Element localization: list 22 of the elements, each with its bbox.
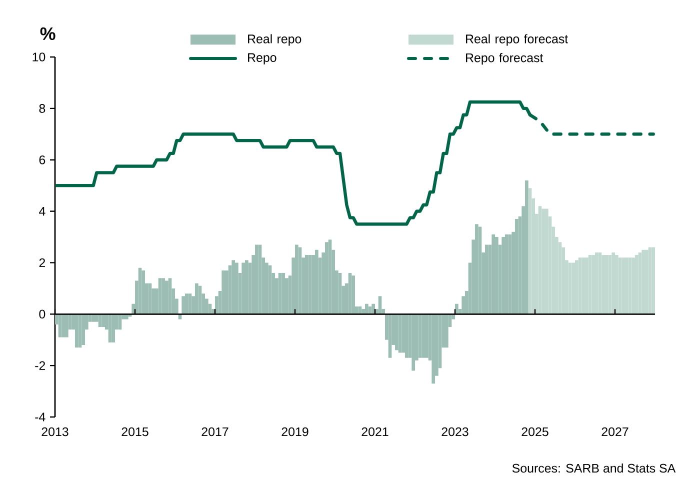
y-tick-label: 4 xyxy=(39,207,46,216)
y-tick-label: -4 xyxy=(35,412,46,422)
legend-label: Real repo forecast xyxy=(466,34,568,46)
x-tick-label: 2019 xyxy=(282,427,308,436)
y-tick-label: -2 xyxy=(35,361,46,370)
x-tick-label: 2027 xyxy=(602,427,628,436)
y-tick-label: 8 xyxy=(39,104,46,113)
x-tick-label: 2021 xyxy=(362,427,388,436)
source-note: Sources: SARB and Stats SA xyxy=(512,463,676,473)
legend-label: Real repo xyxy=(248,34,302,46)
x-tick-label: 2013 xyxy=(42,427,68,436)
x-tick-label: 2015 xyxy=(122,427,148,436)
legend-label: Repo xyxy=(248,53,276,64)
x-tick-label: 2025 xyxy=(522,427,548,436)
y-tick-label: 0 xyxy=(39,310,46,319)
y-tick-label: 2 xyxy=(39,258,46,268)
x-tick-label: 2017 xyxy=(202,427,228,436)
y-tick-label: 10 xyxy=(32,52,46,62)
y-tick-label: 6 xyxy=(39,155,46,164)
x-tick-label: 2023 xyxy=(442,427,468,436)
legend-label: Repo forecast xyxy=(466,53,544,65)
y-axis-title: % xyxy=(40,27,56,40)
